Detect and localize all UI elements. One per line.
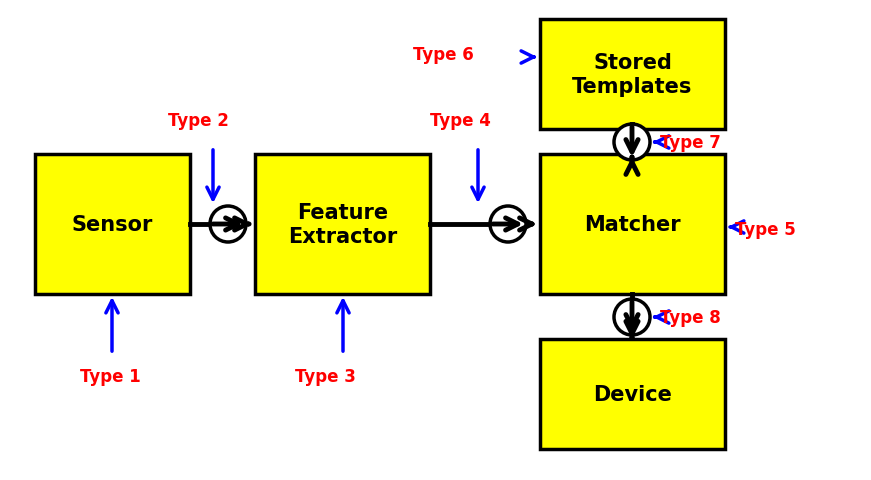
Text: Feature
Extractor: Feature Extractor (288, 203, 397, 246)
Text: Type 7: Type 7 (660, 134, 721, 152)
Text: Matcher: Matcher (584, 215, 681, 235)
Circle shape (614, 300, 650, 336)
Bar (35, 155, 190, 294)
Text: Type 2: Type 2 (168, 112, 229, 130)
Text: Type 3: Type 3 (295, 367, 356, 385)
Bar (540, 155, 725, 294)
Bar (540, 20, 725, 130)
Text: Type 6: Type 6 (413, 46, 474, 64)
Bar (540, 339, 725, 449)
Text: Type 8: Type 8 (660, 308, 720, 326)
Circle shape (490, 206, 526, 242)
Text: Device: Device (593, 384, 672, 404)
Circle shape (210, 206, 246, 242)
Text: Type 5: Type 5 (735, 220, 796, 239)
Text: Sensor: Sensor (71, 215, 153, 235)
Text: Type 4: Type 4 (430, 112, 491, 130)
Circle shape (614, 125, 650, 161)
Text: Type 1: Type 1 (80, 367, 141, 385)
Text: Stored
Templates: Stored Templates (572, 53, 692, 96)
Bar (255, 155, 430, 294)
